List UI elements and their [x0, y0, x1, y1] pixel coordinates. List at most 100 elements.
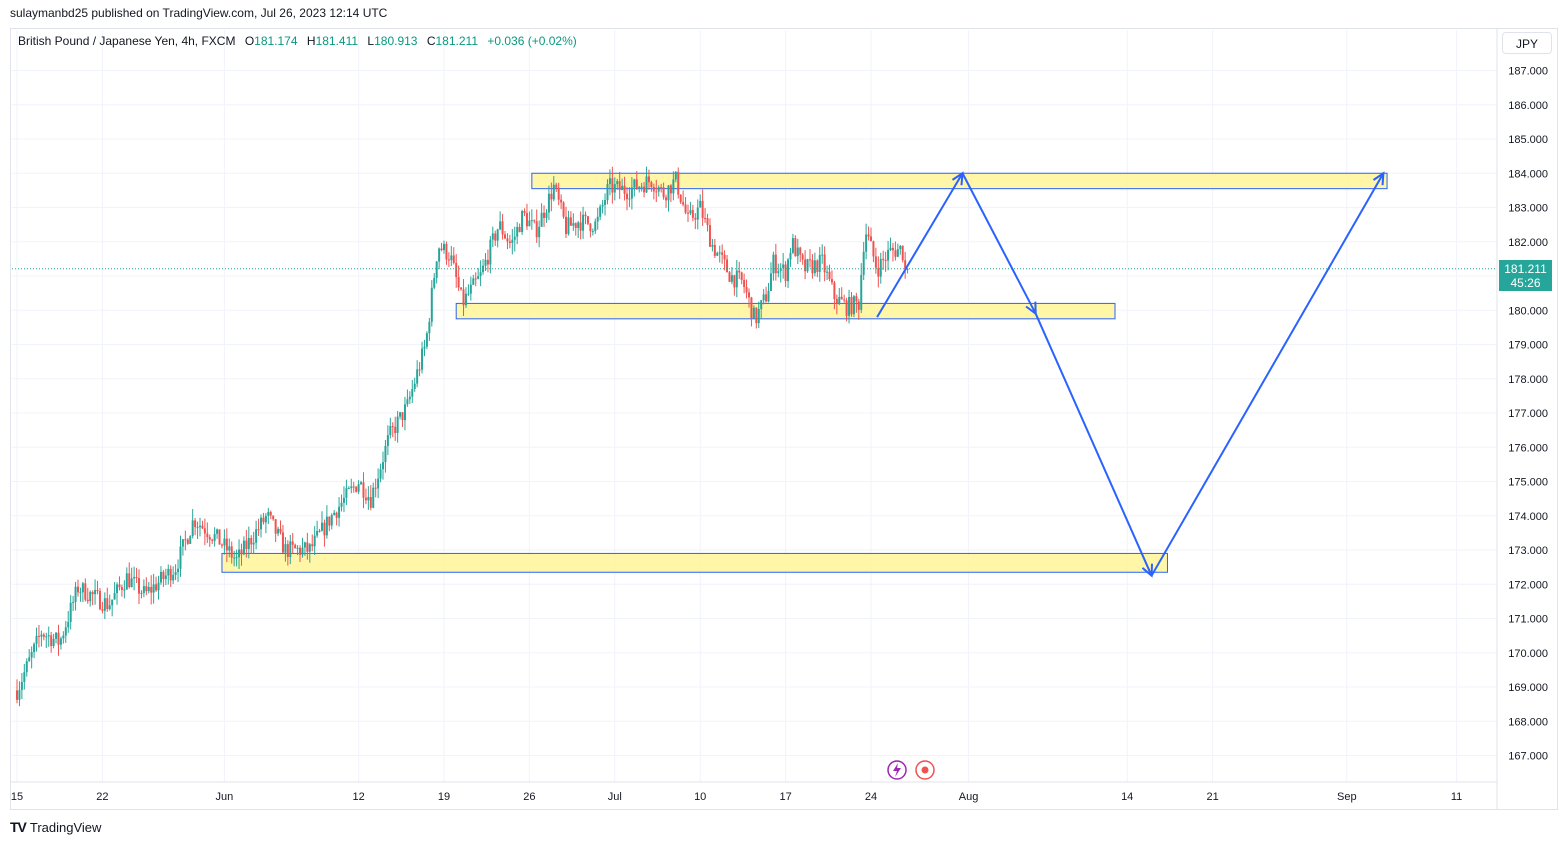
- candle-body: [743, 279, 746, 288]
- candle-body: [96, 590, 99, 592]
- candle-body: [374, 487, 377, 489]
- candle-body: [760, 300, 763, 310]
- candle-body: [333, 512, 336, 515]
- candle-body: [704, 217, 707, 219]
- candle-body: [172, 574, 175, 581]
- candle-body: [220, 544, 223, 546]
- candle-body: [782, 264, 785, 269]
- candle-body: [496, 229, 499, 241]
- candle-body: [199, 525, 201, 528]
- record-icon[interactable]: [915, 760, 935, 780]
- candle-body: [396, 416, 399, 434]
- candle-body: [767, 290, 770, 302]
- candle-body: [821, 254, 824, 256]
- price-tick-label: 172.000: [1508, 579, 1548, 591]
- candle-body: [660, 187, 663, 189]
- close-label: C: [426, 34, 436, 48]
- symbol-name: British Pound / Japanese Yen, 4h, FXCM: [18, 34, 236, 48]
- candle-body: [360, 482, 363, 485]
- candle-body: [845, 300, 848, 316]
- candle-body: [406, 399, 409, 405]
- candle-body: [296, 547, 299, 549]
- candle-body: [108, 605, 111, 610]
- candle-body: [682, 202, 685, 205]
- candle-body: [801, 254, 804, 260]
- replay-icon[interactable]: [887, 760, 907, 780]
- time-tick-label: 15: [11, 791, 23, 803]
- candle-body: [184, 539, 187, 541]
- time-tick-label: 10: [694, 791, 706, 803]
- candle-body: [372, 487, 375, 508]
- tradingview-logo-icon: TV: [10, 819, 27, 835]
- candle-body: [582, 214, 585, 231]
- candle-body: [140, 593, 143, 595]
- price-tick-label: 179.000: [1508, 340, 1548, 352]
- candle-body: [277, 528, 280, 534]
- candle-body: [818, 254, 821, 272]
- candle-body: [413, 383, 416, 389]
- candle-body: [272, 515, 275, 520]
- candle-body: [838, 296, 841, 304]
- candle-body: [40, 634, 43, 637]
- candle-body: [594, 221, 597, 232]
- candle-body: [469, 284, 472, 294]
- candle-body: [201, 525, 204, 529]
- time-tick-label: 19: [438, 791, 450, 803]
- time-tick-label: Sep: [1337, 791, 1357, 803]
- candle-body: [887, 249, 890, 261]
- price-tick-label: 169.000: [1508, 682, 1548, 694]
- candle-body: [216, 529, 219, 534]
- candle-body: [635, 179, 638, 189]
- candle-body: [857, 301, 860, 310]
- candle-body: [377, 478, 380, 489]
- candle-body: [870, 236, 872, 242]
- candle-body: [245, 540, 248, 549]
- candle-body: [657, 187, 660, 192]
- candle-body: [721, 252, 724, 255]
- candle-body: [852, 296, 855, 315]
- candle-body: [94, 590, 97, 595]
- candle-body: [608, 178, 611, 185]
- candle-body: [379, 469, 382, 479]
- time-axis: 15 22 Jun 12 19 26 Jul 10 17 24 Aug 14 21 Sep 11: [11, 791, 1462, 803]
- candle-body: [303, 542, 306, 548]
- candle-body: [823, 254, 826, 273]
- currency-button[interactable]: JPY: [1502, 32, 1552, 54]
- candle-body: [848, 296, 851, 316]
- candle-body: [133, 577, 136, 579]
- chart-grid: [12, 30, 1497, 782]
- candle-body: [665, 197, 668, 201]
- candle-body: [435, 261, 438, 278]
- candle-body: [101, 609, 104, 611]
- time-tick-label: 26: [523, 791, 535, 803]
- candle-body: [706, 218, 709, 226]
- candle-body: [511, 239, 514, 244]
- candle-body: [674, 171, 677, 180]
- candle-body: [726, 259, 729, 273]
- candle-body: [52, 638, 55, 646]
- candle-body: [238, 549, 241, 558]
- candle-body: [240, 549, 243, 555]
- candle-body: [772, 254, 775, 274]
- candle-body: [289, 541, 292, 558]
- candle-body: [513, 236, 516, 240]
- candle-body: [508, 241, 511, 244]
- candle-body: [155, 584, 158, 591]
- candle-body: [877, 267, 880, 277]
- candle-body: [428, 321, 431, 334]
- brand-footer[interactable]: TV TradingView: [10, 819, 101, 835]
- candle-body: [279, 528, 282, 533]
- high-value: 181.411: [315, 34, 359, 48]
- candle-body: [604, 200, 607, 205]
- candle-body: [206, 533, 209, 538]
- candle-body: [501, 221, 504, 235]
- candle-body: [233, 557, 236, 559]
- candle-body: [323, 522, 326, 536]
- candle-body: [438, 248, 441, 262]
- support-resistance-zones: [221, 172, 1388, 573]
- candle-body: [20, 681, 23, 691]
- candle-body: [391, 426, 394, 428]
- candle-body: [338, 506, 341, 518]
- candle-body: [145, 586, 148, 592]
